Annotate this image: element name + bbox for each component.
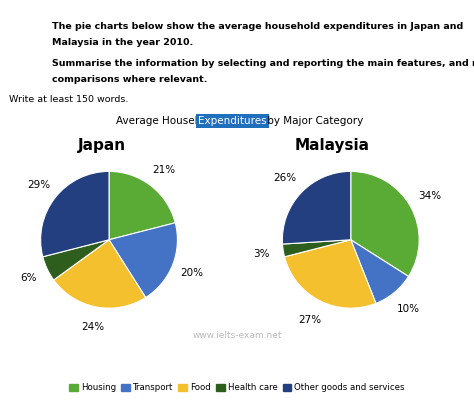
Text: 27%: 27% <box>298 315 321 325</box>
Wedge shape <box>283 171 351 244</box>
Text: 29%: 29% <box>27 180 50 190</box>
Wedge shape <box>109 223 177 297</box>
Text: Malaysia in the year 2010.: Malaysia in the year 2010. <box>52 38 193 47</box>
Wedge shape <box>284 240 376 308</box>
Text: 3%: 3% <box>253 249 270 259</box>
Legend: Housing, Transport, Food, Health care, Other goods and services: Housing, Transport, Food, Health care, O… <box>69 383 405 392</box>
Wedge shape <box>43 240 109 280</box>
Text: 26%: 26% <box>273 173 297 183</box>
Text: 20%: 20% <box>180 267 203 277</box>
Text: Malaysia: Malaysia <box>294 138 369 153</box>
Text: www.ielts-exam.net: www.ielts-exam.net <box>192 331 282 340</box>
Text: by Major Category: by Major Category <box>264 116 364 126</box>
Text: 24%: 24% <box>81 322 104 332</box>
Text: Japan: Japan <box>78 138 126 153</box>
Wedge shape <box>54 240 146 308</box>
Text: Expenditures: Expenditures <box>198 116 267 126</box>
Text: 21%: 21% <box>152 165 175 175</box>
Text: The pie charts below show the average household expenditures in Japan and: The pie charts below show the average ho… <box>52 22 464 31</box>
Wedge shape <box>283 240 351 257</box>
Wedge shape <box>41 171 109 257</box>
Text: 10%: 10% <box>397 304 420 314</box>
Wedge shape <box>351 171 419 276</box>
Text: 6%: 6% <box>20 273 37 283</box>
Text: 34%: 34% <box>418 191 441 201</box>
Text: Write at least 150 words.: Write at least 150 words. <box>9 95 129 104</box>
Wedge shape <box>109 171 175 240</box>
Text: comparisons where relevant.: comparisons where relevant. <box>52 75 208 84</box>
Text: Average Household: Average Household <box>116 116 220 126</box>
Wedge shape <box>351 240 409 303</box>
Text: Summarise the information by selecting and reporting the main features, and make: Summarise the information by selecting a… <box>52 59 474 68</box>
